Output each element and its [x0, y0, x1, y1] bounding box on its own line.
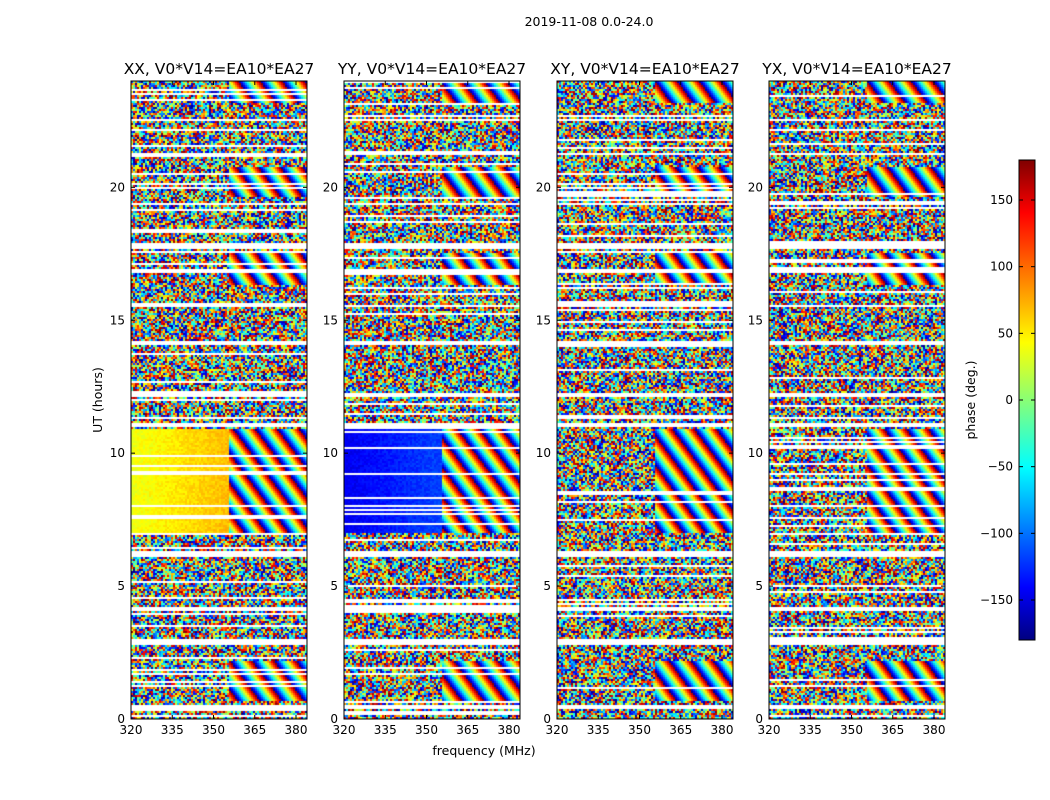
- panels-group: XX, V0*V14=EA10*EA27 320 335 350 365 380 0 5 10 1…: [110, 60, 952, 737]
- y-tick-label: 20: [110, 180, 125, 194]
- x-tick-label: 335: [799, 723, 822, 737]
- x-tick-label: 365: [243, 723, 266, 737]
- x-tick-label: 365: [669, 723, 692, 737]
- colorbar-tick-label: −150: [980, 593, 1013, 607]
- x-tick-label: 335: [587, 723, 610, 737]
- y-tick-label: 5: [755, 579, 763, 593]
- x-tick-label: 380: [711, 723, 734, 737]
- y-tick-label: 10: [748, 446, 763, 460]
- x-tick-label: 350: [840, 723, 863, 737]
- x-tick-label: 320: [546, 723, 569, 737]
- colorbar-tick-label: 100: [990, 260, 1013, 274]
- y-tick-label: 5: [117, 579, 125, 593]
- panel-title: YX, V0*V14=EA10*EA27: [761, 60, 951, 78]
- y-tick-label: 0: [117, 712, 125, 726]
- x-tick-label: 350: [202, 723, 225, 737]
- colorbar-tick-label: 0: [1005, 393, 1013, 407]
- x-tick-label: 335: [374, 723, 397, 737]
- x-tick-label: 380: [498, 723, 521, 737]
- x-tick-label: 380: [285, 723, 308, 737]
- x-tick-label: 350: [628, 723, 651, 737]
- axes-frame: [343, 80, 521, 720]
- x-axis-label: frequency (MHz): [432, 743, 535, 758]
- colorbar-tick-label: −50: [988, 460, 1013, 474]
- phase-heatmap: [344, 81, 520, 719]
- phase-heatmap: [769, 81, 945, 719]
- panel-2: XY, V0*V14=EA10*EA27 320 335 350 365 380 0 5 10 1…: [536, 60, 740, 737]
- axes-frame: [556, 80, 734, 720]
- x-tick-label: 365: [456, 723, 479, 737]
- x-tick-label: 320: [758, 723, 781, 737]
- axes-frame: [768, 80, 946, 720]
- panel-title: XX, V0*V14=EA10*EA27: [124, 60, 315, 78]
- y-tick-label: 0: [543, 712, 551, 726]
- y-tick-label: 15: [536, 313, 551, 327]
- y-tick-label: 15: [748, 313, 763, 327]
- y-tick-label: 20: [536, 180, 551, 194]
- panel-3: YX, V0*V14=EA10*EA27 320 335 350 365 380 0 5 10 1…: [748, 60, 952, 737]
- y-tick-label: 15: [323, 313, 338, 327]
- y-axis-label: UT (hours): [90, 367, 105, 433]
- y-tick-label: 10: [110, 446, 125, 460]
- y-tick-label: 20: [323, 180, 338, 194]
- x-tick-label: 320: [120, 723, 143, 737]
- y-tick-label: 5: [543, 579, 551, 593]
- panel-0: XX, V0*V14=EA10*EA27 320 335 350 365 380 0 5 10 1…: [110, 60, 315, 737]
- y-tick-label: 0: [755, 712, 763, 726]
- colorbar: phase (deg.) 150 100 50 0 −50 −100 −150: [963, 159, 1036, 641]
- y-tick-label: 10: [536, 446, 551, 460]
- panel-1: YY, V0*V14=EA10*EA27 320 335 350 365 380 0 5 10 1…: [323, 60, 526, 737]
- phase-heatmap: [557, 81, 733, 719]
- figure-suptitle: 2019-11-08 0.0-24.0: [525, 14, 654, 29]
- colorbar-label: phase (deg.): [963, 361, 978, 440]
- y-tick-label: 5: [330, 579, 338, 593]
- colorbar-tick-label: −100: [980, 526, 1013, 540]
- x-tick-label: 365: [881, 723, 904, 737]
- colorbar-tick-label: 50: [998, 326, 1013, 340]
- y-tick-label: 10: [323, 446, 338, 460]
- y-tick-label: 0: [330, 712, 338, 726]
- x-tick-label: 335: [161, 723, 184, 737]
- x-tick-label: 350: [415, 723, 438, 737]
- colorbar-tick-label: 150: [990, 193, 1013, 207]
- x-tick-label: 320: [333, 723, 356, 737]
- x-tick-label: 380: [923, 723, 946, 737]
- axes-frame: [130, 80, 308, 720]
- phase-heatmap: [131, 81, 307, 719]
- y-tick-label: 20: [748, 180, 763, 194]
- y-tick-label: 15: [110, 313, 125, 327]
- panel-title: XY, V0*V14=EA10*EA27: [550, 60, 739, 78]
- panel-title: YY, V0*V14=EA10*EA27: [337, 60, 526, 78]
